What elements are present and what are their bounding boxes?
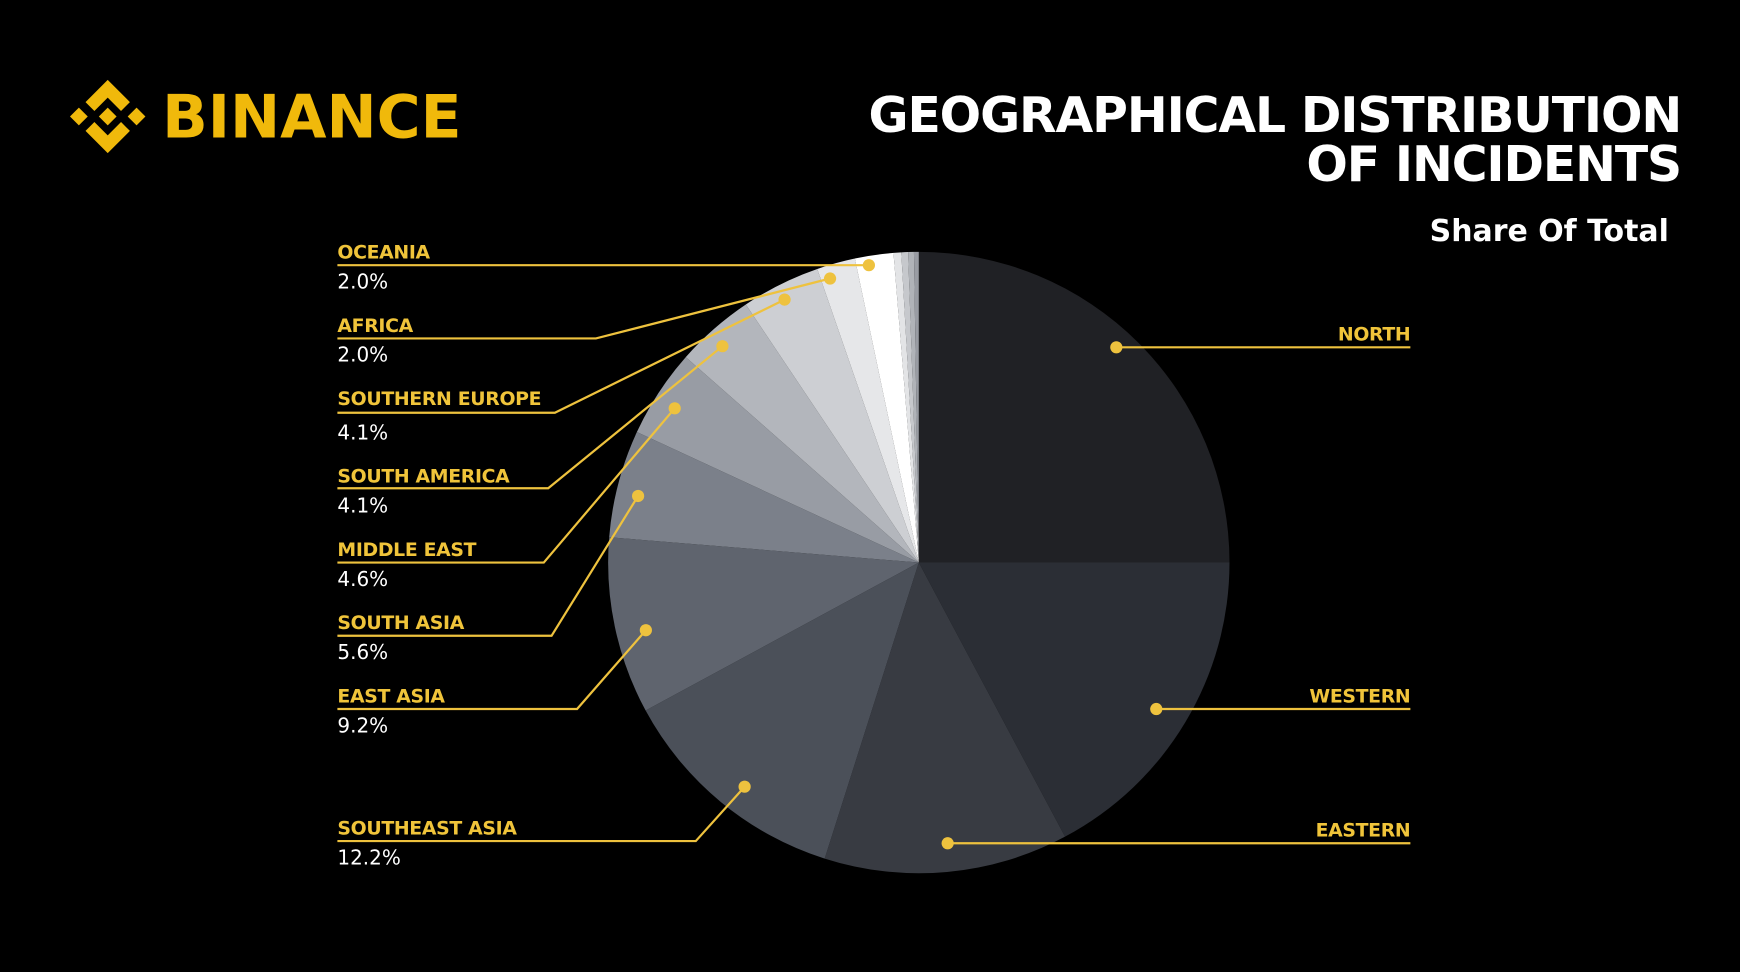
pie-slice-southern-europe — [745, 268, 919, 563]
percent-africa: 2.0% — [337, 343, 388, 367]
pie-slice-eastern — [824, 562, 1066, 874]
leader-dot-south-america — [716, 340, 729, 353]
leader-dot-southern-europe — [778, 293, 791, 306]
percent-south-asia: 5.6% — [337, 640, 388, 664]
pie-slice-unlabeled-14 — [913, 251, 919, 563]
pie-slice-south-asia — [609, 432, 919, 563]
leader-line-africa — [337, 277, 831, 340]
pie-slice-africa — [817, 258, 919, 563]
leader-line-east-asia — [337, 629, 647, 711]
leader-line-southeast-asia — [337, 785, 746, 843]
pie-slice-western — [918, 562, 1230, 837]
label-south-asia: SOUTH ASIA — [337, 612, 464, 634]
leader-dot-africa — [823, 272, 837, 285]
leader-dot-south-asia — [631, 489, 645, 503]
label-oceania: OCEANIA — [337, 242, 430, 264]
pie-slice-southeast-asia — [645, 562, 919, 859]
pie-slice-unlabeled-11 — [893, 252, 919, 563]
leader-dot-middle-east — [668, 402, 681, 415]
leader-line-middle-east — [337, 407, 676, 564]
leader-dot-western — [1150, 702, 1163, 716]
pie-slice-unlabeled-12 — [901, 252, 919, 563]
pie — [608, 251, 1230, 874]
leader-dot-east-asia — [639, 624, 652, 637]
pie-slice-south-america — [685, 304, 919, 563]
pie-slice-east-asia — [608, 537, 919, 711]
label-eastern: EASTERN — [1316, 820, 1411, 842]
pie-slice-oceania — [854, 252, 919, 563]
leader-line-southern-europe — [337, 298, 786, 414]
chart-title-line1: GEOGRAPHICAL DISTRIBUTION — [869, 87, 1682, 144]
leader-dot-north — [1110, 341, 1123, 354]
pie-slice-north — [918, 251, 1230, 563]
leader-dot-eastern — [941, 837, 954, 850]
label-western: WESTERN — [1309, 685, 1410, 707]
percent-east-asia: 9.2% — [337, 713, 388, 737]
pie-slice-middle-east — [636, 357, 919, 563]
leader-line-south-asia — [337, 495, 640, 637]
chart-title-line2: OF INCIDENTS — [1306, 136, 1681, 193]
binance-logo: BINANCE — [69, 79, 462, 154]
leader-line-south-america — [337, 345, 724, 490]
percent-southern-europe: 4.1% — [337, 420, 388, 444]
label-southeast-asia: SOUTHEAST ASIA — [337, 817, 517, 839]
pie-labels: NORTH WESTERN EASTERN SOUTHEAST ASIA 12.2% EA… — [337, 242, 1410, 870]
leader-dot-southeast-asia — [738, 780, 751, 793]
percent-middle-east: 4.6% — [337, 567, 388, 591]
percent-oceania: 2.0% — [337, 269, 388, 293]
binance-diamond-icon — [69, 79, 146, 154]
pie-slice-unlabeled-13 — [908, 251, 919, 563]
label-north: NORTH — [1338, 324, 1410, 346]
label-southern-europe: SOUTHERN EUROPE — [337, 388, 541, 410]
label-middle-east: MIDDLE EAST — [337, 539, 476, 561]
chart-subtitle: Share Of Total — [1430, 214, 1669, 249]
label-africa: AFRICA — [337, 315, 413, 337]
percent-southeast-asia: 12.2% — [337, 845, 400, 869]
leader-dot-oceania — [862, 259, 875, 272]
label-south-america: SOUTH AMERICA — [337, 466, 510, 488]
percent-south-america: 4.1% — [337, 494, 388, 518]
brand-name: BINANCE — [162, 83, 461, 153]
label-east-asia: EAST ASIA — [337, 685, 445, 707]
